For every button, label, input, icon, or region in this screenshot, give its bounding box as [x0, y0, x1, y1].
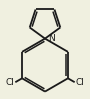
Text: N: N: [48, 34, 55, 43]
Text: Cl: Cl: [76, 78, 85, 87]
Text: Cl: Cl: [5, 78, 14, 87]
